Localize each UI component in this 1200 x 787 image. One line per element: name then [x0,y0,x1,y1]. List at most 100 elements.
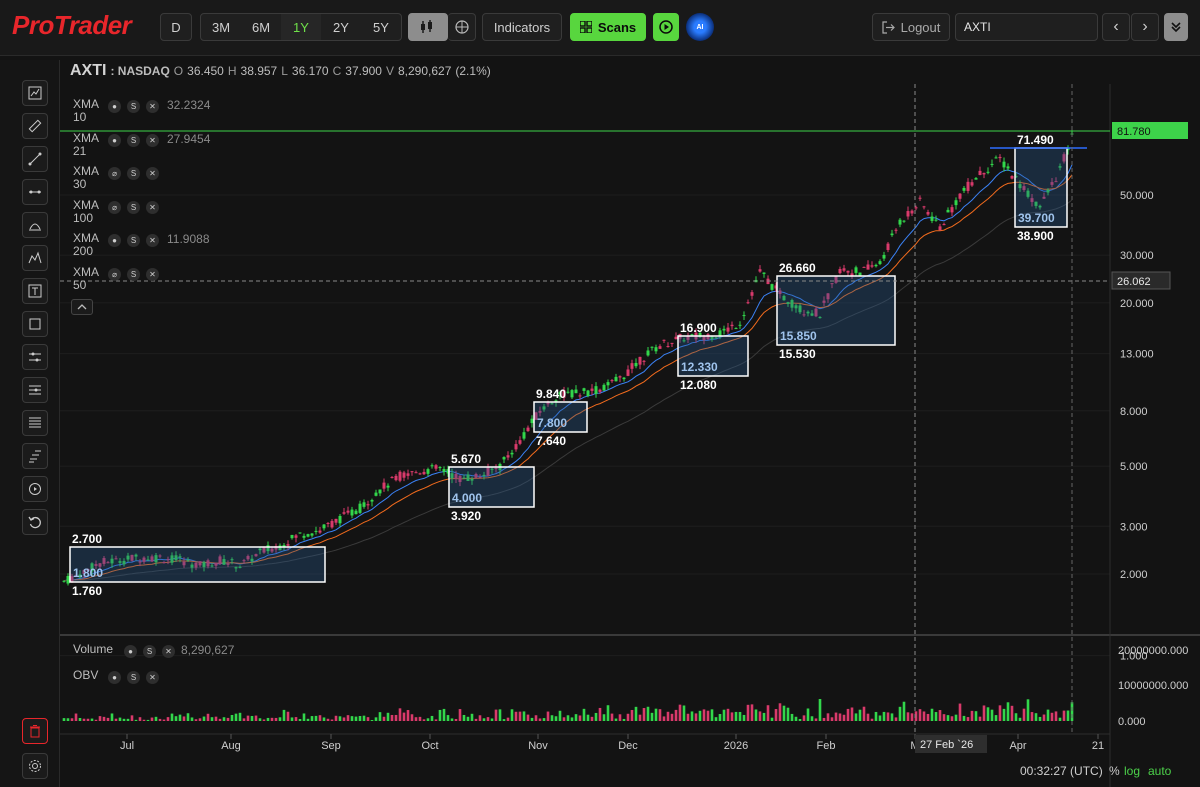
text-tool[interactable] [22,278,48,304]
volume-bar [338,716,342,721]
candle-body [506,455,510,458]
indicators-button[interactable]: Indicators [482,13,562,41]
volume-bar [1034,713,1038,721]
settings-s-icon[interactable]: S [127,100,140,113]
consolidation-box[interactable] [1014,147,1068,228]
box-high-label: 71.490 [1017,133,1054,147]
volume-bar [810,716,814,721]
auto-toggle[interactable]: auto [1148,764,1172,778]
volume-bar [90,718,94,721]
rectangle-tool[interactable] [22,311,48,337]
settings-s-icon[interactable]: S [127,267,140,281]
range-5y[interactable]: 5Y [373,19,389,35]
replay-tool[interactable] [22,476,48,502]
chart-icon [28,86,42,100]
eye-icon[interactable]: ● [108,100,121,113]
range-2y[interactable]: 2Y [333,19,349,35]
scans-button[interactable]: Scans [570,13,646,41]
candlestick-type-button[interactable] [408,13,448,41]
crosshair-button[interactable] [448,13,476,41]
consolidation-box[interactable] [533,401,588,433]
eye-off-icon[interactable]: ⌀ [108,267,121,281]
candle-body [794,305,798,309]
settings-s-icon[interactable]: S [127,133,140,147]
volume-bar [358,715,362,721]
volume-bar [650,712,654,721]
logout-button[interactable]: Logout [872,13,950,41]
settings-s-icon[interactable]: S [143,645,156,658]
consolidation-box[interactable] [677,335,749,377]
candle-body [182,561,186,566]
steps-tool[interactable] [22,443,48,469]
volume-bar [514,711,518,721]
consolidation-box[interactable] [69,546,326,583]
collapse-legend-button[interactable] [71,299,93,315]
range-1y[interactable]: 1Y [281,14,321,40]
ai-button[interactable]: AI [686,13,714,41]
candle-body [418,473,422,475]
pattern-tool[interactable] [22,245,48,271]
candle-body [114,558,118,560]
close-icon[interactable]: ✕ [146,267,159,281]
quote-bar: AXTI : NASDAQ O 36.450 H 38.957 L 36.170… [70,62,491,80]
ruler-tool[interactable] [22,113,48,139]
percent-toggle[interactable]: % [1109,764,1120,778]
volume-bar [186,713,190,721]
settings-s-icon[interactable]: S [127,167,140,180]
channel-tool[interactable] [22,377,48,403]
box-inner-label: 12.330 [681,360,718,374]
candle-body [146,559,150,561]
eye-icon[interactable]: ● [108,234,121,247]
consolidation-box[interactable] [448,466,535,508]
range-3m[interactable]: 3M [211,19,231,35]
collapse-header-button[interactable] [1164,13,1188,41]
settings-button[interactable] [22,753,48,779]
close-icon[interactable]: ✕ [146,200,159,214]
consolidation-box[interactable] [776,275,896,346]
settings-s-icon[interactable]: S [127,234,140,247]
range-6m[interactable]: 6M [251,19,271,35]
symbol-search-input[interactable] [955,13,1098,41]
close-icon[interactable]: ✕ [162,645,175,658]
prev-symbol-button[interactable]: ‹ [1102,13,1130,41]
candle-body [502,457,506,460]
close-icon[interactable]: ✕ [146,167,159,180]
candle-body [998,156,1002,159]
close-icon[interactable]: ✕ [146,100,159,113]
volume-bar [334,715,338,721]
x-tick-label: Dec [618,740,638,752]
eye-off-icon[interactable]: ⌀ [108,167,121,180]
fib-tool[interactable] [22,410,48,436]
close-icon[interactable]: ✕ [146,133,159,147]
volume-bar [594,712,598,721]
volume-bar [250,715,254,721]
reset-tool[interactable] [22,509,48,535]
play-button[interactable] [653,13,679,41]
price-chart[interactable]: 2.700 1.800 1.760 5.670 4.000 3.920 9.840 7.800… [60,60,1200,787]
interval-button[interactable]: D [160,13,192,41]
close-value: 37.900 [345,64,382,78]
volume-bar [466,716,470,721]
range-tool[interactable] [22,344,48,370]
next-symbol-button[interactable]: › [1131,13,1159,41]
close-icon[interactable]: ✕ [146,234,159,247]
volume-tick-label: 10000000.000 [1118,680,1188,692]
eye-icon[interactable]: ● [124,645,137,658]
eye-off-icon[interactable]: ● [108,671,121,684]
volume-bar [154,716,158,721]
log-toggle[interactable]: log [1124,764,1141,778]
eye-off-icon[interactable]: ⌀ [108,200,121,214]
volume-bar [282,709,286,721]
trend-line-tool[interactable] [22,146,48,172]
delete-drawings-button[interactable] [22,718,48,744]
candle-body [558,392,562,395]
candle-body [222,559,226,565]
eye-icon[interactable]: ● [108,133,121,147]
close-icon[interactable]: ✕ [146,671,159,684]
settings-s-icon[interactable]: S [127,671,140,684]
arc-tool[interactable] [22,212,48,238]
candle-body [914,207,918,209]
settings-s-icon[interactable]: S [127,200,140,214]
chart-type-tool[interactable] [22,80,48,106]
horizontal-line-tool[interactable] [22,179,48,205]
